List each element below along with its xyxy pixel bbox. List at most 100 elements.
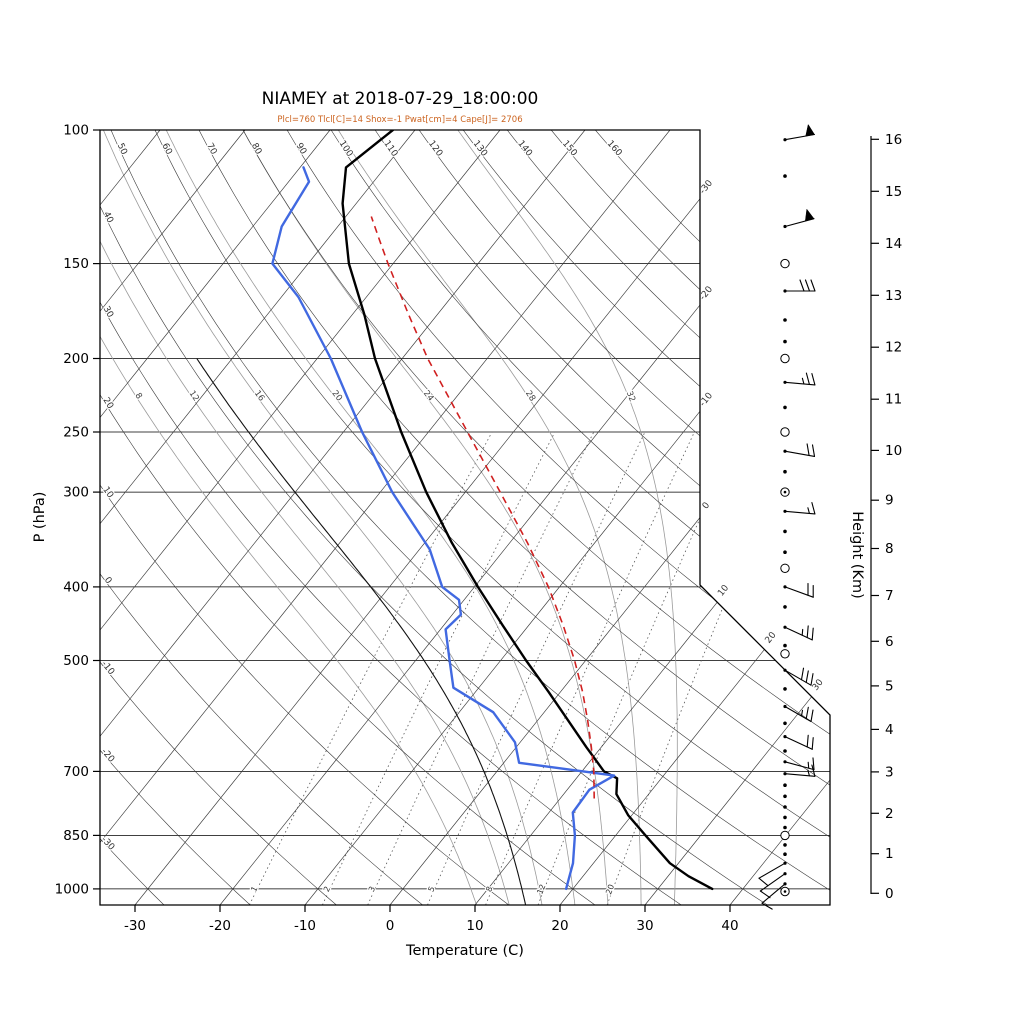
- height-tick-label: 3: [885, 764, 894, 780]
- grid-line-label: 30: [811, 677, 826, 692]
- wind-calm-circle: [780, 563, 790, 573]
- sounding-profiles: [271, 130, 714, 891]
- chart-title: NIAMEY at 2018-07-29_18:00:00: [262, 89, 539, 109]
- height-tick-label: 9: [885, 493, 894, 509]
- wind-level-dot: [783, 749, 787, 753]
- plot-border: [99, 129, 831, 906]
- wind-level-dot: [783, 890, 787, 893]
- grid-line-label: 5: [426, 885, 436, 893]
- grid-line-label: 90: [294, 141, 309, 156]
- wind-station-dot: [783, 625, 787, 629]
- wind-barb-feather: [811, 502, 816, 515]
- isotherm-line: [100, 130, 671, 905]
- wind-barb: [759, 872, 787, 899]
- wind-level-dot: [783, 643, 787, 648]
- grid-line-label: 16: [252, 389, 266, 404]
- height-tick-label: 0: [885, 886, 894, 902]
- mixing-ratio-line: [537, 431, 740, 905]
- wind-barb: [783, 123, 816, 142]
- isotherm-line: [729, 130, 830, 905]
- wind-barb-pennant: [805, 208, 815, 222]
- wind-barb-half-feather: [807, 761, 810, 769]
- isotherm-line: [559, 130, 830, 905]
- wind-barb-staff: [784, 586, 814, 598]
- wind-level-dot: [783, 469, 787, 474]
- grid-line-label: 24: [421, 389, 436, 404]
- isotherm-line: [219, 130, 830, 905]
- wind-level-dot: [783, 529, 787, 534]
- surface-moist-adiabat-line: [196, 358, 527, 905]
- grid-line-label: 160: [605, 139, 624, 159]
- grid-line-label: 0: [701, 500, 713, 511]
- wind-barb-half-feather: [807, 769, 810, 777]
- isotherm-line: [100, 130, 331, 905]
- wind-barb-feather: [759, 890, 771, 899]
- isotherm-line: [100, 130, 586, 905]
- wind-barb: [783, 734, 814, 750]
- wind-station-dot: [783, 289, 787, 293]
- wind-calm-circle: [780, 830, 790, 841]
- wind-barb: [783, 757, 815, 771]
- grid-line-label: 100: [337, 139, 355, 159]
- wind-barb: [783, 372, 816, 386]
- wind-barb: [761, 882, 787, 910]
- grid-line-label: 40: [101, 210, 115, 225]
- pressure-tick-label: 700: [63, 764, 89, 780]
- height-tick-label: 15: [885, 184, 902, 200]
- wind-barb-column: [758, 123, 816, 910]
- height-tick-label: 16: [885, 132, 902, 148]
- wind-station-dot: [783, 861, 787, 865]
- wind-barb: [783, 667, 814, 686]
- wind-barb-staff: [784, 510, 816, 515]
- dry-adiabat-line: [100, 130, 165, 905]
- height-tick-label: 1: [885, 846, 894, 862]
- wind-level-dot: [783, 405, 787, 410]
- wind-station-dot: [783, 882, 787, 886]
- wind-barb-half-feather: [801, 377, 805, 385]
- pressure-tick-label: 400: [63, 579, 89, 595]
- grid-line-label: 10: [716, 583, 731, 598]
- grid-line-label: -20: [99, 747, 116, 765]
- wind-barb: [783, 764, 816, 777]
- grid-line-label: 3: [367, 885, 377, 893]
- wind-calm-circle: [780, 427, 790, 437]
- wind-level-dot: [783, 783, 787, 787]
- grid-line-label: 8: [484, 885, 494, 893]
- height-tick-label: 12: [885, 340, 902, 356]
- wind-barb-feather: [811, 627, 814, 641]
- wind-barb-feather: [811, 737, 814, 750]
- dry-adiabat-line: [100, 130, 423, 905]
- parcel-ascent-curve: [370, 216, 595, 799]
- dry-adiabat-line: [418, 130, 830, 905]
- y-axis-title: P (hPa): [32, 492, 48, 543]
- wind-barb-feather: [806, 734, 809, 748]
- dry-adiabat-line: [100, 130, 509, 905]
- wind-barb-feather: [811, 764, 816, 777]
- grid-line-label: 1: [249, 885, 259, 894]
- height-tick-label: 7: [885, 588, 894, 604]
- mixing-ratio-line: [249, 431, 493, 905]
- wind-barb-feather: [800, 667, 805, 681]
- pressure-tick-label: 250: [63, 425, 89, 441]
- mixing-ratio-line: [485, 431, 695, 905]
- wind-barb: [783, 208, 815, 229]
- wind-level-dot: [783, 339, 787, 344]
- wind-barb-pennant: [805, 123, 815, 137]
- wind-barb-staff: [758, 862, 786, 879]
- grid-line-label: 20: [764, 630, 779, 645]
- grid-line-label: 110: [381, 139, 399, 159]
- wind-barb-half-feather: [807, 507, 810, 514]
- wind-level-dot: [783, 605, 787, 609]
- wind-station-dot: [783, 760, 787, 764]
- wind-barb-staff: [784, 381, 816, 386]
- wind-barb-feather: [761, 902, 773, 910]
- x-axis-title: Temperature (C): [405, 943, 524, 959]
- pressure-tick-label: 850: [63, 828, 89, 844]
- isotherm-line: [100, 130, 246, 905]
- grid-line-label: 20: [329, 389, 344, 404]
- height-axis-title: Height (Km): [849, 511, 865, 599]
- height-tick-label: 6: [885, 634, 894, 650]
- isotherm-line: [474, 130, 830, 905]
- grid-line-label: 140: [515, 139, 534, 159]
